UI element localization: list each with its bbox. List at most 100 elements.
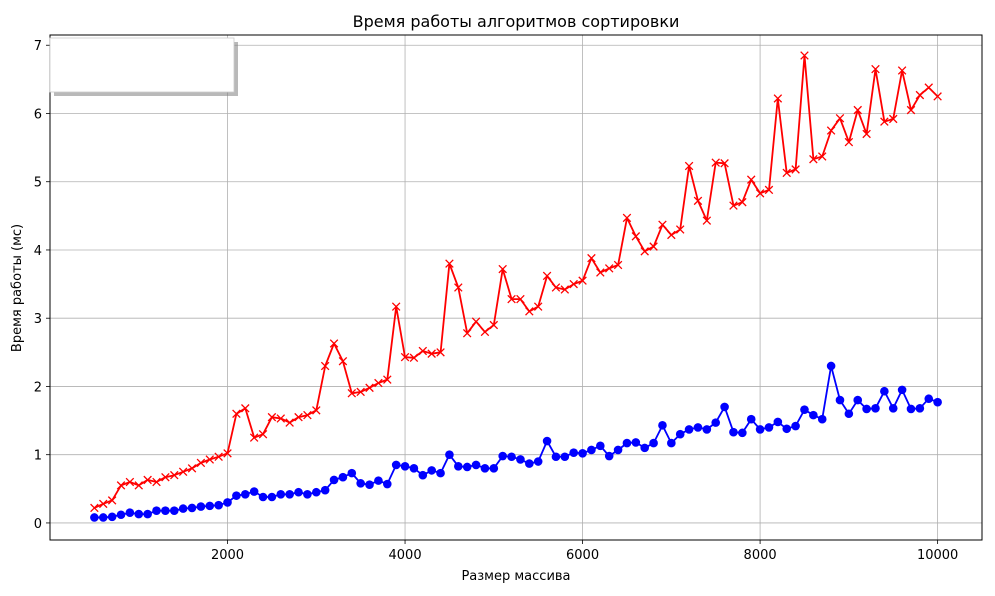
data-point <box>871 64 880 74</box>
data-point <box>809 410 818 420</box>
data-point <box>729 201 738 210</box>
data-point <box>649 438 658 448</box>
data-point <box>631 438 641 447</box>
data-point <box>249 433 259 442</box>
data-point <box>613 445 623 455</box>
data-point <box>374 476 383 485</box>
data-point <box>338 472 348 482</box>
data-point <box>720 402 729 412</box>
data-point <box>134 509 144 519</box>
data-point <box>826 126 836 135</box>
data-point <box>587 445 596 455</box>
data-point <box>897 66 907 75</box>
series-line <box>94 54 939 509</box>
data-point <box>409 464 419 473</box>
data-point <box>631 232 641 241</box>
data-point <box>906 404 916 414</box>
data-point <box>249 487 259 496</box>
data-point <box>587 253 596 263</box>
data-point <box>782 424 792 434</box>
data-point <box>800 405 809 414</box>
data-point <box>755 425 765 434</box>
data-point <box>356 479 365 488</box>
y-tick-label: 2 <box>34 380 42 395</box>
data-point <box>116 481 126 490</box>
data-point <box>205 501 215 511</box>
data-point <box>240 489 250 499</box>
y-tick-label: 0 <box>34 517 42 532</box>
data-point <box>276 414 286 423</box>
data-point <box>711 158 720 167</box>
data-point <box>853 395 863 405</box>
y-tick-label: 6 <box>34 107 42 122</box>
data-point <box>578 276 587 285</box>
data-point <box>454 461 463 471</box>
data-point <box>640 443 650 453</box>
data-point <box>445 259 454 268</box>
data-point <box>658 421 667 430</box>
data-point <box>232 409 241 419</box>
data-point <box>125 508 135 518</box>
data-point <box>214 500 223 510</box>
data-point <box>533 457 543 466</box>
data-point <box>125 477 135 487</box>
data-point <box>507 294 516 304</box>
data-point <box>702 216 712 225</box>
data-point <box>178 504 188 513</box>
data-point <box>906 105 916 115</box>
data-point <box>684 161 694 171</box>
data-point <box>853 105 862 115</box>
data-point <box>427 349 436 358</box>
data-point <box>347 468 357 478</box>
data-point <box>214 452 223 462</box>
data-point <box>551 452 561 462</box>
data-point <box>267 492 277 502</box>
data-point <box>542 436 552 446</box>
data-point <box>791 421 800 431</box>
data-point <box>835 395 845 405</box>
data-point <box>658 220 667 229</box>
data-point <box>356 387 365 397</box>
data-point <box>525 459 534 468</box>
y-tick-label: 7 <box>34 39 42 54</box>
data-point <box>400 352 410 362</box>
data-point <box>915 90 925 100</box>
data-point <box>107 512 117 522</box>
data-point <box>285 489 294 499</box>
data-point <box>809 154 818 164</box>
data-point <box>897 385 907 395</box>
data-point <box>303 410 312 420</box>
y-axis-label: Время работы (мс) <box>10 224 25 352</box>
data-point <box>773 417 783 427</box>
legend <box>49 37 238 96</box>
data-point <box>436 348 445 357</box>
data-point <box>880 386 889 396</box>
data-point <box>90 513 99 522</box>
data-point <box>462 328 472 338</box>
data-point <box>817 152 827 161</box>
data-point <box>187 464 197 473</box>
data-point <box>107 496 117 505</box>
data-point <box>533 302 543 311</box>
data-point <box>604 264 614 273</box>
data-point <box>933 92 942 101</box>
data-point <box>613 260 623 270</box>
data-point <box>90 503 99 513</box>
data-point <box>320 361 330 371</box>
data-point <box>551 283 561 292</box>
data-point <box>596 441 605 451</box>
data-point <box>383 375 392 384</box>
x-tick-label: 6000 <box>566 548 599 563</box>
y-tick-label: 3 <box>34 312 42 327</box>
data-point <box>241 404 250 413</box>
data-point <box>675 429 685 439</box>
data-point <box>267 412 277 422</box>
data-point <box>755 189 765 198</box>
data-point <box>454 283 463 292</box>
data-point <box>817 414 827 424</box>
data-point <box>924 83 934 92</box>
data-point <box>161 472 170 482</box>
data-point <box>276 489 286 499</box>
data-point <box>170 470 179 480</box>
data-point <box>888 403 898 413</box>
